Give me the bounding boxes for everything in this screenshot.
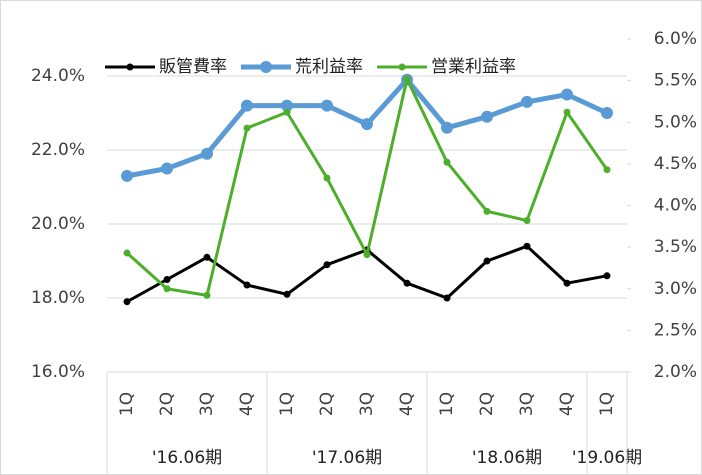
point — [361, 118, 373, 131]
y2-tick-label: 3.0% — [654, 279, 697, 299]
x-tick-label: 3Q — [197, 392, 217, 416]
y2-tick-label: 4.5% — [654, 154, 697, 174]
y2-tick-label: 5.0% — [654, 112, 697, 132]
y2-tick-label: 4.0% — [654, 196, 697, 216]
y-tick-label: 18.0% — [31, 288, 85, 308]
point — [443, 294, 451, 302]
x-tick-label: 1Q — [437, 392, 457, 416]
legend-label: 営業利益率 — [431, 57, 516, 77]
point — [283, 108, 291, 116]
point — [121, 169, 133, 182]
point — [523, 216, 531, 224]
point — [323, 174, 331, 182]
legend-label: 販管費率 — [159, 57, 227, 77]
group-label: '18.06期 — [472, 448, 542, 468]
x-tick-label: 3Q — [517, 392, 537, 416]
group-label: '17.06期 — [312, 448, 382, 468]
point — [163, 276, 171, 283]
point — [403, 75, 411, 83]
x-tick-label: 2Q — [157, 392, 177, 416]
point — [523, 242, 531, 250]
point — [243, 281, 251, 289]
y2-tick-label: 2.5% — [654, 320, 697, 340]
point — [561, 88, 573, 101]
legend-label: 荒利益率 — [295, 57, 363, 77]
y2-tick-label: 2.0% — [654, 362, 697, 382]
point — [441, 121, 453, 134]
point — [123, 298, 131, 306]
y-tick-label: 22.0% — [31, 140, 85, 160]
y-tick-label: 24.0% — [31, 66, 85, 86]
x-tick-label: 4Q — [237, 392, 257, 416]
point — [161, 162, 173, 175]
point — [363, 251, 371, 259]
point — [323, 261, 331, 269]
point — [241, 99, 253, 112]
x-tick-label: 4Q — [557, 392, 577, 416]
point — [203, 291, 211, 299]
point — [201, 147, 213, 160]
point — [481, 110, 493, 123]
point — [603, 166, 611, 174]
y-tick-label: 16.0% — [31, 362, 85, 382]
point — [563, 279, 571, 287]
point — [603, 272, 611, 280]
y2-tick-label: 3.5% — [654, 237, 697, 257]
legend-marker — [260, 61, 272, 73]
point — [283, 290, 291, 298]
group-label: '19.06期 — [572, 448, 642, 468]
point — [483, 257, 491, 265]
point — [321, 99, 333, 112]
x-tick-label: 1Q — [277, 392, 297, 416]
legend-marker — [398, 63, 406, 71]
group-label: '16.06期 — [152, 448, 222, 468]
point — [563, 108, 571, 116]
x-tick-label: 1Q — [117, 392, 137, 416]
x-tick-label: 2Q — [477, 392, 497, 416]
y2-tick-label: 6.0% — [654, 29, 697, 49]
y2-tick-label: 5.5% — [654, 71, 697, 91]
x-tick-label: 1Q — [597, 392, 617, 416]
point — [243, 124, 251, 132]
x-tick-label: 4Q — [397, 392, 417, 416]
point — [483, 207, 491, 215]
point — [403, 279, 411, 287]
point — [203, 253, 211, 261]
point — [601, 107, 613, 119]
y-tick-label: 20.0% — [31, 214, 85, 234]
x-tick-label: 2Q — [317, 392, 337, 416]
point — [443, 158, 451, 166]
point — [521, 95, 533, 108]
point — [281, 99, 293, 112]
point — [163, 285, 171, 293]
legend-marker — [126, 63, 134, 71]
x-tick-label: 3Q — [357, 392, 377, 416]
point — [123, 249, 131, 257]
